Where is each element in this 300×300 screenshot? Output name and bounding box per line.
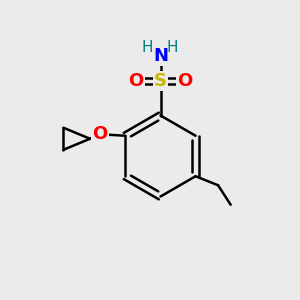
Text: H: H bbox=[166, 40, 178, 56]
Text: O: O bbox=[92, 125, 108, 143]
Text: H: H bbox=[141, 40, 153, 56]
Text: S: S bbox=[154, 72, 167, 90]
Text: O: O bbox=[178, 72, 193, 90]
Text: O: O bbox=[128, 72, 143, 90]
Text: N: N bbox=[153, 46, 168, 64]
